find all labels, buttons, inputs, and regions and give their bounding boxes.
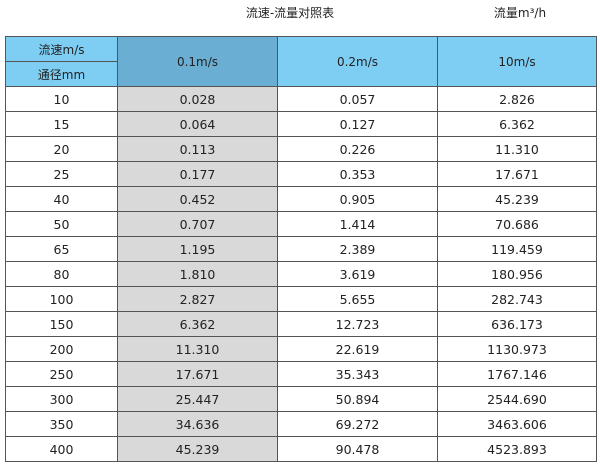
flow-cell: 0.057 [277,86,438,112]
flow-cell: 70.686 [437,211,597,237]
table-row: 400 45.239 90.478 4523.893 [5,436,597,462]
diameter-cell: 25 [5,161,118,187]
diameter-cell: 15 [5,111,118,137]
column-header: 10m/s [437,36,597,87]
diameter-cell: 40 [5,186,118,212]
flow-cell: 2.389 [277,236,438,262]
table-row: 50 0.707 1.414 70.686 [5,211,597,237]
diameter-cell: 100 [5,286,118,312]
table-row: 25 0.177 0.353 17.671 [5,161,597,187]
flow-cell: 636.173 [437,311,597,337]
table-row: 300 25.447 50.894 2544.690 [5,386,597,412]
diameter-cell: 350 [5,411,118,437]
flow-cell: 17.671 [437,161,597,187]
table-row: 40 0.452 0.905 45.239 [5,186,597,212]
column-header: 0.2m/s [277,36,438,87]
table-row: 20 0.113 0.226 11.310 [5,136,597,162]
flow-cell: 69.272 [277,411,438,437]
table-row: 65 1.195 2.389 119.459 [5,236,597,262]
diameter-cell: 10 [5,86,118,112]
flow-cell: 0.905 [277,186,438,212]
table-row: 250 17.671 35.343 1767.146 [5,361,597,387]
flow-cell: 50.894 [277,386,438,412]
flow-cell: 0.177 [117,161,278,187]
flow-cell: 11.310 [437,136,597,162]
flow-cell: 2544.690 [437,386,597,412]
header-row: 通径mm [5,61,597,87]
diameter-cell: 150 [5,311,118,337]
flow-cell: 17.671 [117,361,278,387]
diameter-cell: 250 [5,361,118,387]
flow-cell: 2.826 [437,86,597,112]
flow-cell: 45.239 [437,186,597,212]
flow-cell: 6.362 [437,111,597,137]
flow-cell: 0.064 [117,111,278,137]
flow-cell: 0.113 [117,136,278,162]
flow-cell: 34.636 [117,411,278,437]
flow-cell: 4523.893 [437,436,597,462]
flow-cell: 1.195 [117,236,278,262]
flow-cell: 90.478 [277,436,438,462]
flow-cell: 2.827 [117,286,278,312]
table-row: 10 0.028 0.057 2.826 [5,86,597,112]
table-row: 100 2.827 5.655 282.743 [5,286,597,312]
flow-cell: 0.028 [117,86,278,112]
flow-cell: 0.226 [277,136,438,162]
flow-cell: 0.707 [117,211,278,237]
flow-cell: 1.810 [117,261,278,287]
flow-cell: 22.619 [277,336,438,362]
flow-cell: 0.127 [277,111,438,137]
diameter-cell: 80 [5,261,118,287]
diameter-header: 通径mm [5,61,118,87]
flow-cell: 11.310 [117,336,278,362]
diameter-cell: 65 [5,236,118,262]
flow-cell: 119.459 [437,236,597,262]
table-row: 15 0.064 0.127 6.362 [5,111,597,137]
table-row: 150 6.362 12.723 636.173 [5,311,597,337]
flow-cell: 0.452 [117,186,278,212]
table-row: 350 34.636 69.272 3463.606 [5,411,597,437]
flow-cell: 25.447 [117,386,278,412]
diameter-cell: 200 [5,336,118,362]
diameter-cell: 300 [5,386,118,412]
flow-cell: 1130.973 [437,336,597,362]
diameter-cell: 400 [5,436,118,462]
unit-label: 流量m³/h [493,6,547,20]
flow-cell: 3463.606 [437,411,597,437]
flow-cell: 1767.146 [437,361,597,387]
flow-cell: 3.619 [277,261,438,287]
flow-cell: 282.743 [437,286,597,312]
flow-cell: 1.414 [277,211,438,237]
velocity-header: 流速m/s [5,36,118,62]
flow-table: 流速m/s 0.1m/s 0.2m/s 10m/s 通径mm 10 0.028 0.… [5,36,597,462]
table-title: 流速-流量对照表 [245,6,335,20]
flow-cell: 12.723 [277,311,438,337]
flow-cell: 5.655 [277,286,438,312]
column-header: 0.1m/s [117,36,278,87]
diameter-cell: 20 [5,136,118,162]
diameter-cell: 50 [5,211,118,237]
flow-cell: 45.239 [117,436,278,462]
header-row: 流速m/s 0.1m/s 0.2m/s 10m/s [5,36,597,87]
flow-cell: 0.353 [277,161,438,187]
table-row: 80 1.810 3.619 180.956 [5,261,597,287]
flow-cell: 180.956 [437,261,597,287]
table-row: 200 11.310 22.619 1130.973 [5,336,597,362]
flow-cell: 6.362 [117,311,278,337]
flow-cell: 35.343 [277,361,438,387]
